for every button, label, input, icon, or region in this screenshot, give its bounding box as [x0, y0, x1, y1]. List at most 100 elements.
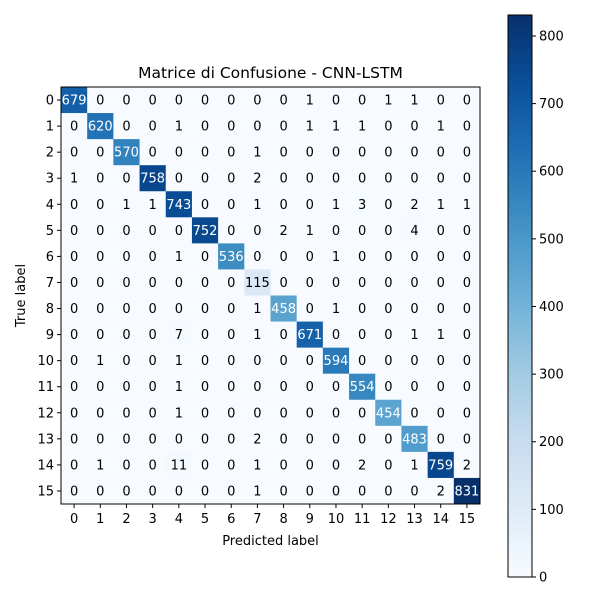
cell-value-label: 0 [358, 250, 366, 265]
heatmap-cell [113, 347, 141, 375]
heatmap-cell [139, 373, 167, 401]
heatmap-cell [349, 191, 376, 218]
heatmap-cell [191, 399, 219, 427]
heatmap-cell [139, 217, 167, 244]
cell-value-label: 0 [122, 94, 130, 109]
cell-value-label: 1 [358, 120, 366, 135]
heatmap-cell [165, 347, 193, 375]
heatmap-cell [270, 165, 298, 192]
cell-value-label: 1 [332, 250, 340, 265]
x-tick-label: 4 [175, 512, 183, 527]
cell-value-label: 0 [70, 276, 78, 291]
cell-value-label: 0 [384, 198, 392, 213]
heatmap-cell [113, 373, 141, 401]
heatmap-cell [427, 425, 455, 453]
heatmap-cells: 679 0 0 0 0 0 0 0 0 1 0 0 1 1 0 00 620 0 0 1 0 0 0 0 1 1 1 0 0 1 00 0 57… [61, 87, 481, 505]
heatmap-cell [322, 165, 350, 192]
cell-value-label: 0 [253, 94, 261, 109]
heatmap-cell [61, 269, 88, 296]
heatmap-cell [375, 477, 402, 505]
cell-value-label: 0 [227, 146, 235, 161]
heatmap-cell [322, 139, 350, 166]
colorbar-tick-label: 300 [539, 368, 564, 383]
heatmap-cell [165, 243, 193, 270]
heatmap-cell [322, 399, 350, 427]
heatmap-cell [113, 113, 141, 140]
cell-value-label: 0 [358, 302, 366, 317]
cell-value-label: 0 [175, 172, 183, 187]
cell-value-label: 0 [279, 276, 287, 291]
cell-value-label: 0 [463, 380, 471, 395]
heatmap-cell [165, 321, 193, 349]
heatmap-cell [349, 373, 376, 401]
colorbar [507, 14, 533, 578]
cell-value-label: 0 [410, 250, 418, 265]
heatmap-cell [427, 477, 455, 505]
cell-value-label: 0 [201, 94, 209, 109]
cell-value-label: 0 [410, 354, 418, 369]
cell-value-label: 0 [149, 94, 157, 109]
heatmap-cell [427, 191, 455, 218]
cell-value-label: 1 [437, 198, 445, 213]
heatmap-cell [349, 243, 376, 270]
heatmap-cell [453, 295, 481, 323]
heatmap-cell [427, 451, 455, 479]
cell-value-label: 0 [358, 328, 366, 343]
heatmap-cell [322, 347, 350, 375]
heatmap-cell [322, 425, 350, 453]
x-tick-label: 0 [70, 512, 78, 527]
heatmap-cell [139, 269, 167, 296]
cell-value-label: 1 [175, 406, 183, 421]
cell-value-label: 0 [332, 328, 340, 343]
heatmap-cell [244, 243, 271, 270]
cell-value-label: 0 [70, 250, 78, 265]
heatmap-cell [349, 477, 376, 505]
x-tick-label: 6 [227, 512, 235, 527]
heatmap-cell [113, 399, 141, 427]
y-tick-label: 2 [46, 146, 54, 161]
heatmap-cell [87, 191, 114, 218]
heatmap-cell [244, 191, 271, 218]
heatmap-cell [270, 451, 298, 479]
cell-value-label: 0 [410, 172, 418, 187]
cell-value-label: 743 [166, 198, 191, 213]
heatmap-cell [244, 139, 271, 166]
heatmap-cell [113, 321, 141, 349]
heatmap-cell [349, 347, 376, 375]
cell-value-label: 0 [201, 172, 209, 187]
heatmap-cell [270, 139, 298, 166]
cell-value-label: 0 [384, 224, 392, 239]
heatmap-cell [453, 347, 481, 375]
heatmap-cell [87, 87, 114, 114]
cell-value-label: 0 [149, 328, 157, 343]
cell-value-label: 0 [410, 484, 418, 499]
heatmap-cell [296, 217, 324, 244]
heatmap-cell [87, 295, 114, 323]
heatmap-cell [165, 451, 193, 479]
heatmap-cell [296, 113, 324, 140]
heatmap-cell [453, 269, 481, 296]
cell-value-label: 2 [437, 484, 445, 499]
heatmap-cell [113, 269, 141, 296]
heatmap-cell [453, 451, 481, 479]
cell-value-label: 0 [384, 432, 392, 447]
heatmap-cell [244, 113, 271, 140]
heatmap-cell [61, 451, 88, 479]
heatmap-cell [322, 217, 350, 244]
heatmap-cell [139, 139, 167, 166]
heatmap-cell [453, 113, 481, 140]
cell-value-label: 0 [358, 94, 366, 109]
cell-value-label: 0 [122, 120, 130, 135]
cell-value-label: 0 [437, 224, 445, 239]
cell-value-label: 1 [332, 302, 340, 317]
cell-value-label: 0 [96, 380, 104, 395]
heatmap-cell [375, 425, 402, 453]
heatmap-cell [61, 295, 88, 323]
heatmap-cell [61, 373, 88, 401]
cell-value-label: 0 [201, 276, 209, 291]
cell-value-label: 0 [410, 276, 418, 291]
cell-value-label: 759 [428, 458, 453, 473]
cell-value-label: 0 [463, 224, 471, 239]
cell-value-label: 0 [437, 380, 445, 395]
cell-value-label: 0 [201, 406, 209, 421]
